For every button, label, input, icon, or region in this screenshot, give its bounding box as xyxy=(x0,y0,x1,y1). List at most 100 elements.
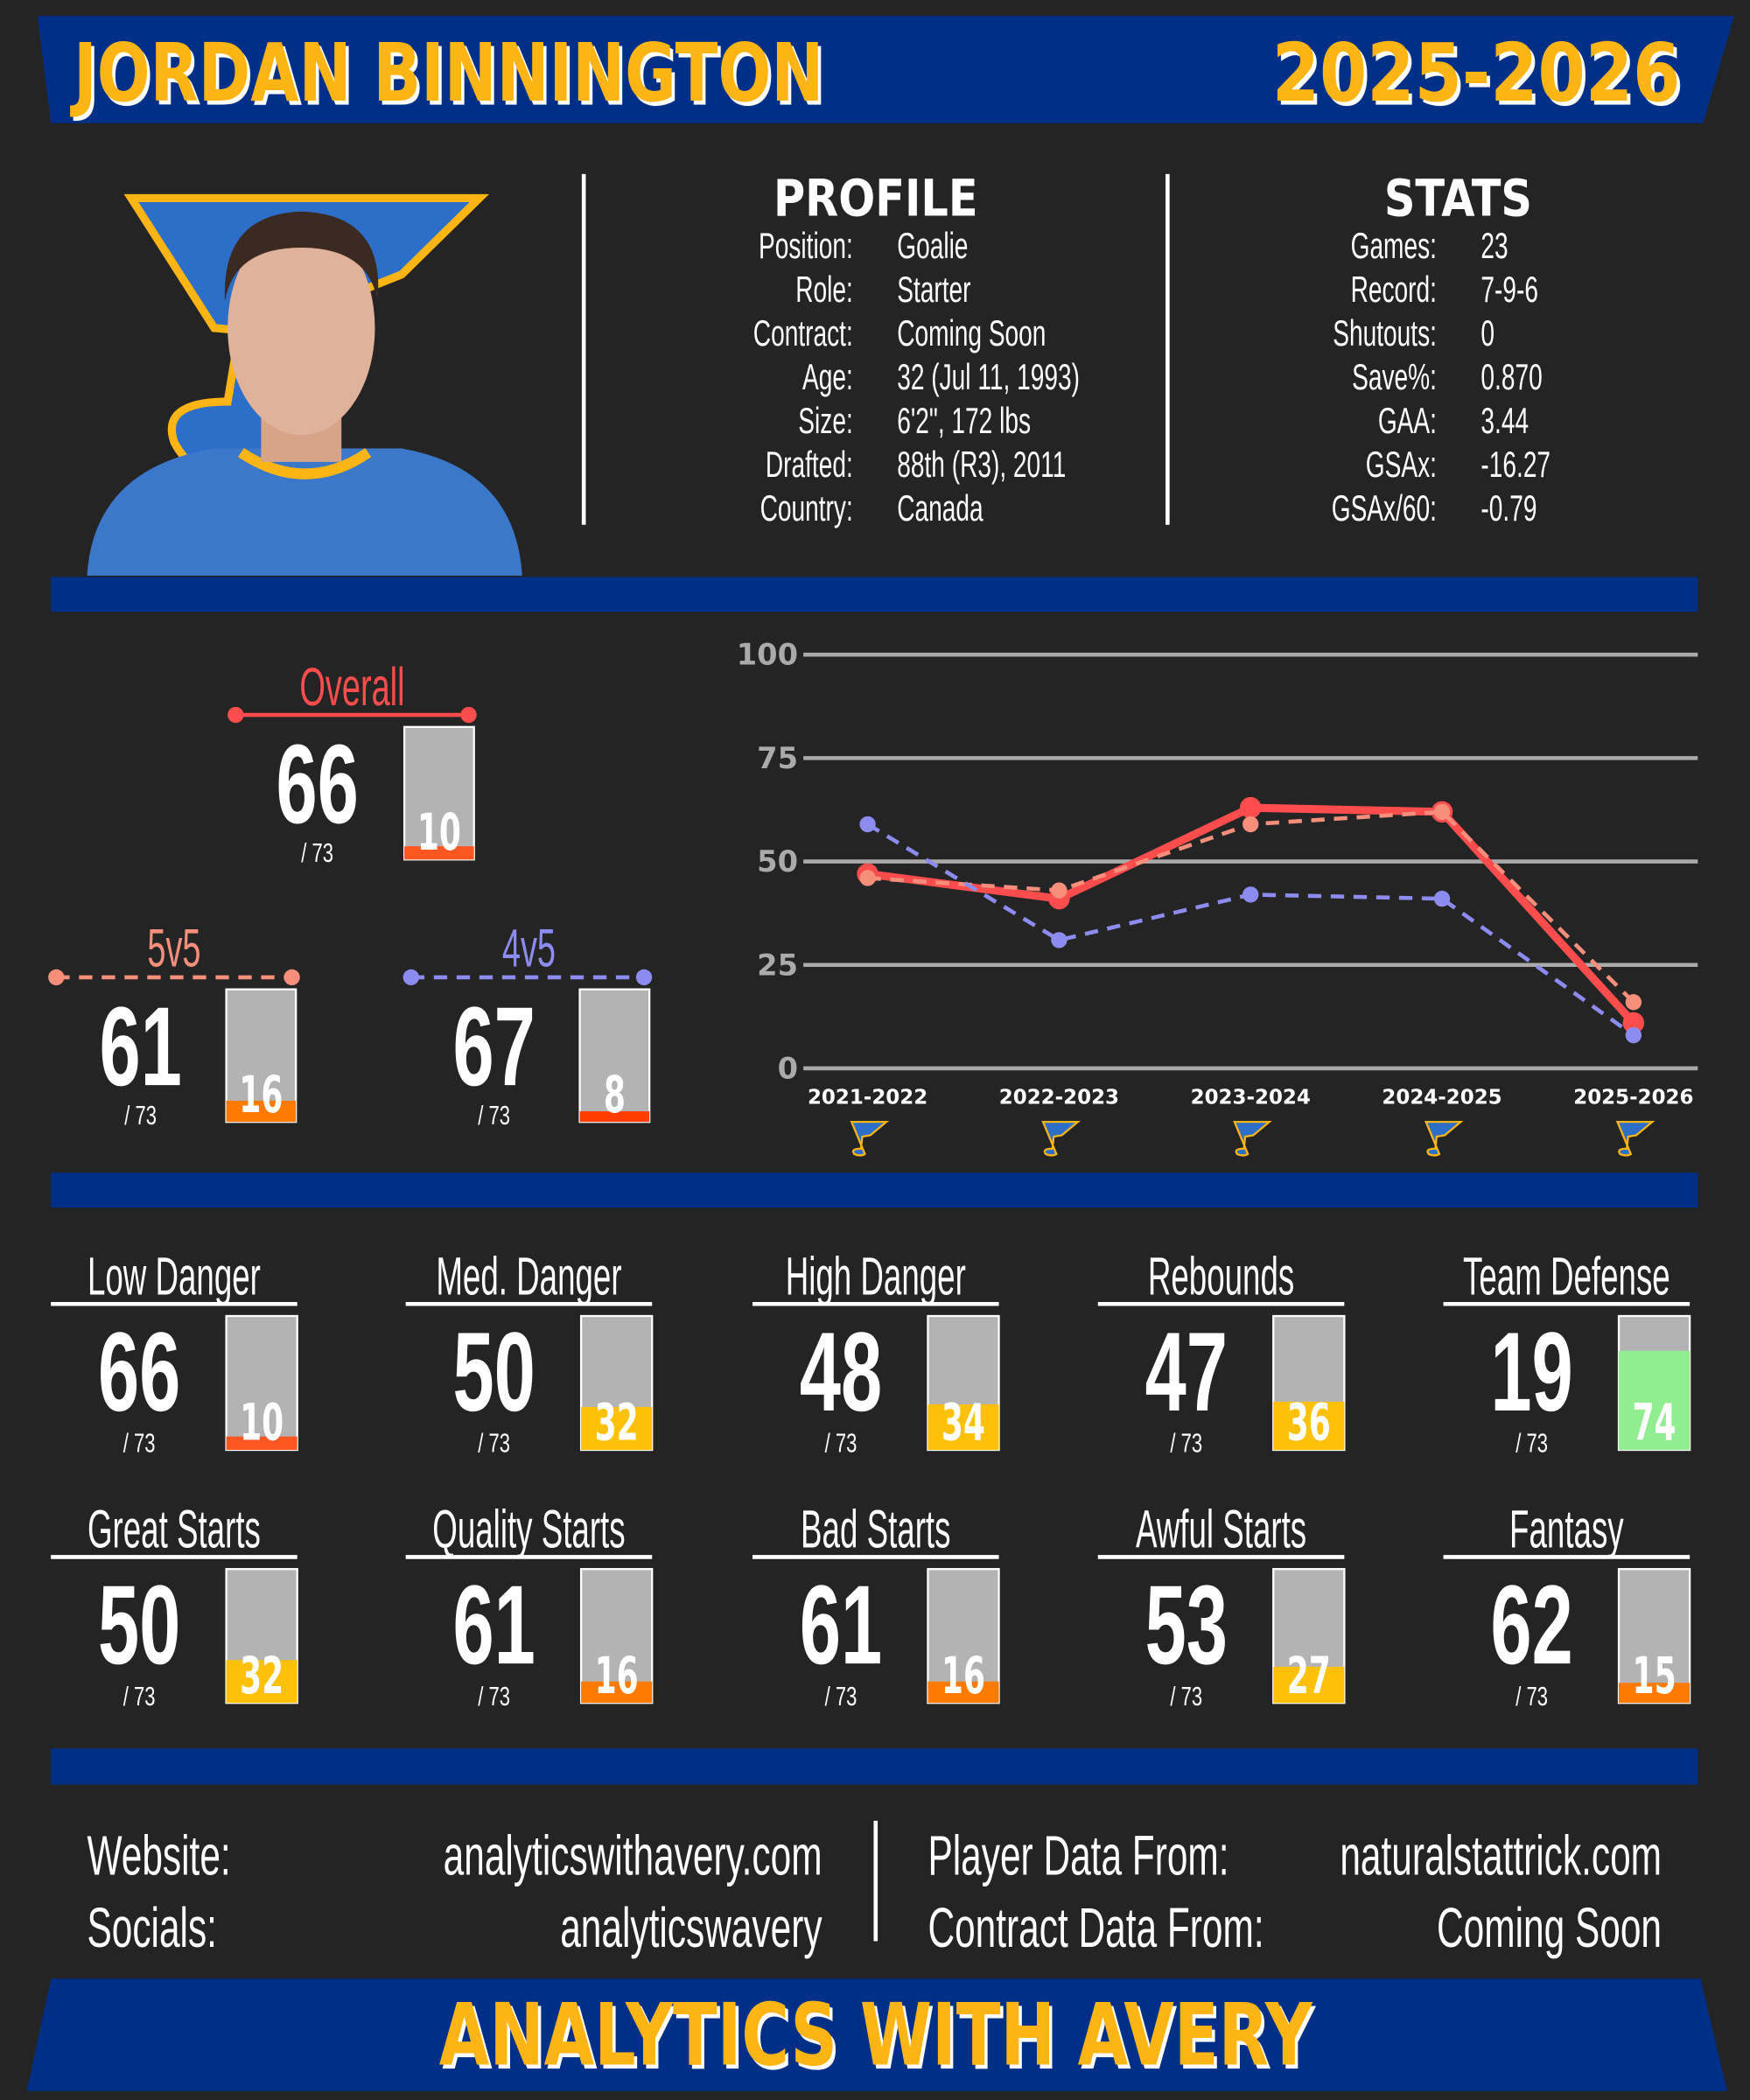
card-value: 61 xyxy=(452,1562,535,1688)
season: 2025-2026 xyxy=(1272,27,1681,121)
y-tick-label: 100 xyxy=(737,638,798,672)
rank-label: 16 xyxy=(239,1066,283,1124)
card-value: 19 xyxy=(1490,1309,1572,1435)
profile-value: 32 (Jul 11, 1993) xyxy=(897,358,1080,398)
rank-label: 15 xyxy=(1633,1647,1676,1705)
footer-label: Contract Data From: xyxy=(928,1896,1264,1959)
rank-label: 16 xyxy=(595,1647,639,1705)
stats-label: Games: xyxy=(1351,227,1437,267)
rating-label: 5v5 xyxy=(147,918,200,978)
x-tick-label: 2024-2025 xyxy=(1382,1087,1502,1110)
stats-label: Record: xyxy=(1351,270,1437,311)
section-band xyxy=(51,577,1698,612)
footer-value: naturalstattrick.com xyxy=(1340,1824,1662,1887)
player-name: JORDAN BINNINGTON xyxy=(70,27,823,120)
stats-value: 3.44 xyxy=(1480,402,1529,442)
player-photo xyxy=(87,193,522,576)
series-point xyxy=(1242,886,1259,903)
profile-label: Role: xyxy=(795,270,853,311)
stats-value: 23 xyxy=(1480,227,1508,267)
card-out-of: / 73 xyxy=(1170,1681,1202,1711)
x-tick-label: 2021-2022 xyxy=(808,1087,928,1110)
rank-bar-fill xyxy=(1273,1401,1345,1451)
rating-label: 4v5 xyxy=(502,918,556,978)
rating-out-of: / 73 xyxy=(478,1100,510,1130)
series-point xyxy=(1625,994,1642,1011)
stats-label: GSAx: xyxy=(1366,445,1437,486)
card-out-of: / 73 xyxy=(1516,1428,1548,1458)
card-value: 48 xyxy=(800,1309,882,1435)
profile-value: Canada xyxy=(897,489,984,529)
footer-label: Website: xyxy=(87,1824,230,1887)
card-label: Great Starts xyxy=(88,1499,261,1559)
profile-label: Drafted: xyxy=(766,445,853,486)
rank-bar-fill xyxy=(1619,1350,1690,1451)
stats-label: Save%: xyxy=(1352,358,1437,398)
rank-bar-fill xyxy=(404,846,474,860)
legend-dot xyxy=(228,706,244,724)
card-label: High Danger xyxy=(786,1246,966,1306)
y-tick-label: 50 xyxy=(757,844,798,878)
rank-bar-bg xyxy=(225,1314,298,1452)
profile-label: Age: xyxy=(802,358,853,398)
series-point xyxy=(1239,796,1262,819)
card-value: 53 xyxy=(1145,1562,1228,1688)
rank-bar-fill xyxy=(226,1660,298,1704)
profile-title: PROFILE xyxy=(774,169,978,228)
face xyxy=(228,220,375,436)
card-out-of: / 73 xyxy=(123,1428,156,1458)
profile-label: Position: xyxy=(759,227,853,267)
stats-value: 0.870 xyxy=(1480,358,1542,398)
x-tick-label: 2025-2026 xyxy=(1573,1087,1693,1110)
x-tick-label: 2022-2023 xyxy=(999,1087,1119,1110)
card-value: 66 xyxy=(98,1309,180,1435)
series-point xyxy=(1242,816,1259,833)
card-label: Fantasy xyxy=(1509,1499,1624,1559)
rank-bar-bg xyxy=(1617,1568,1691,1704)
legend-dot xyxy=(402,969,419,986)
rank-label: 36 xyxy=(1287,1394,1331,1452)
rank-bar-fill xyxy=(928,1404,999,1451)
series-point xyxy=(1625,1026,1642,1044)
bottom-banner xyxy=(26,1978,1727,2091)
profile-label: Contract: xyxy=(753,314,853,354)
profile-value: Coming Soon xyxy=(897,314,1046,354)
profile-value: Starter xyxy=(897,270,970,311)
series-point xyxy=(1051,882,1068,899)
footer-banner: ANALYTICS WITH AVERY xyxy=(439,1984,1313,2085)
stats-value: -16.27 xyxy=(1480,445,1550,486)
rank-label: 10 xyxy=(417,803,461,862)
y-tick-label: 0 xyxy=(778,1051,798,1085)
rating-value: 66 xyxy=(276,722,358,848)
card-label: Med. Danger xyxy=(436,1246,621,1306)
y-tick-label: 75 xyxy=(757,741,798,775)
rank-bar-bg xyxy=(578,988,651,1124)
card-label: Quality Starts xyxy=(432,1499,625,1559)
card-value: 50 xyxy=(98,1562,180,1688)
rank-label: 74 xyxy=(1633,1394,1676,1452)
card-out-of: / 73 xyxy=(1516,1681,1548,1711)
team-logo xyxy=(1233,1121,1272,1157)
legend-dot xyxy=(48,969,65,986)
card-out-of: / 73 xyxy=(1170,1428,1202,1458)
legend-dot xyxy=(635,969,653,986)
rank-bar-fill xyxy=(579,1111,650,1123)
card-label: Team Defense xyxy=(1463,1246,1670,1306)
rating-value: 61 xyxy=(99,984,181,1110)
footer-value: Coming Soon xyxy=(1437,1896,1662,1959)
rating-out-of: / 73 xyxy=(124,1100,157,1130)
footer-label: Socials: xyxy=(87,1896,217,1959)
rating-value: 67 xyxy=(452,984,535,1110)
team-logo xyxy=(1041,1121,1081,1157)
rank-label: 27 xyxy=(1287,1647,1331,1705)
series-point xyxy=(859,816,876,833)
collar xyxy=(238,448,372,480)
stats-title: STATS xyxy=(1384,169,1532,228)
footer-value: analyticswithavery.com xyxy=(444,1824,822,1887)
footer-label: Player Data From: xyxy=(928,1824,1228,1887)
profile-value: 6'2", 172 lbs xyxy=(897,402,1031,442)
rank-bar-fill xyxy=(1273,1666,1345,1704)
card-label: Low Danger xyxy=(88,1246,261,1306)
card-value: 50 xyxy=(452,1309,535,1435)
rank-bar-fill xyxy=(1619,1683,1690,1704)
